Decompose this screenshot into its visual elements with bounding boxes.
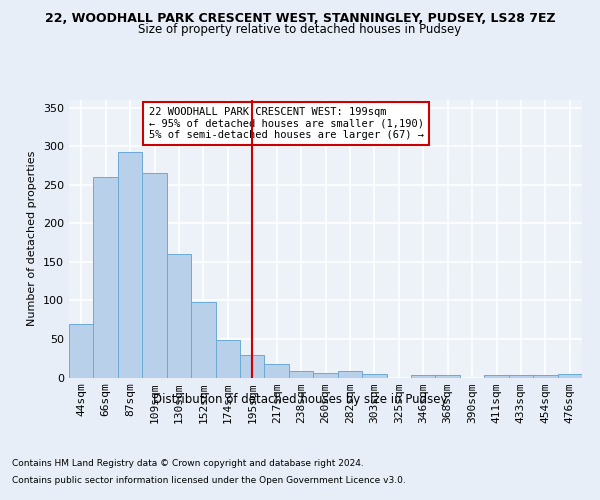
Text: 22 WOODHALL PARK CRESCENT WEST: 199sqm
← 95% of detached houses are smaller (1,1: 22 WOODHALL PARK CRESCENT WEST: 199sqm ←… [149,107,424,140]
Bar [191,302,215,378]
Bar [94,177,118,378]
Text: 22, WOODHALL PARK CRESCENT WEST, STANNINGLEY, PUDSEY, LS28 7EZ: 22, WOODHALL PARK CRESCENT WEST, STANNIN… [44,12,556,26]
Bar [338,372,362,378]
Bar [557,374,582,378]
Text: Distribution of detached houses by size in Pudsey: Distribution of detached houses by size … [153,392,447,406]
Bar [362,374,386,378]
Bar [240,355,265,378]
Bar [69,324,94,378]
Text: Size of property relative to detached houses in Pudsey: Size of property relative to detached ho… [139,24,461,36]
Bar [118,152,142,378]
Bar [313,373,338,378]
Bar [533,375,557,378]
Bar [142,173,167,378]
Bar [411,375,436,378]
Bar [265,364,289,378]
Bar [289,370,313,378]
Bar [215,340,240,378]
Text: Contains public sector information licensed under the Open Government Licence v3: Contains public sector information licen… [12,476,406,485]
Text: Contains HM Land Registry data © Crown copyright and database right 2024.: Contains HM Land Registry data © Crown c… [12,458,364,468]
Bar [167,254,191,378]
Bar [484,375,509,378]
Bar [509,375,533,378]
Bar [436,375,460,378]
Y-axis label: Number of detached properties: Number of detached properties [28,151,37,326]
